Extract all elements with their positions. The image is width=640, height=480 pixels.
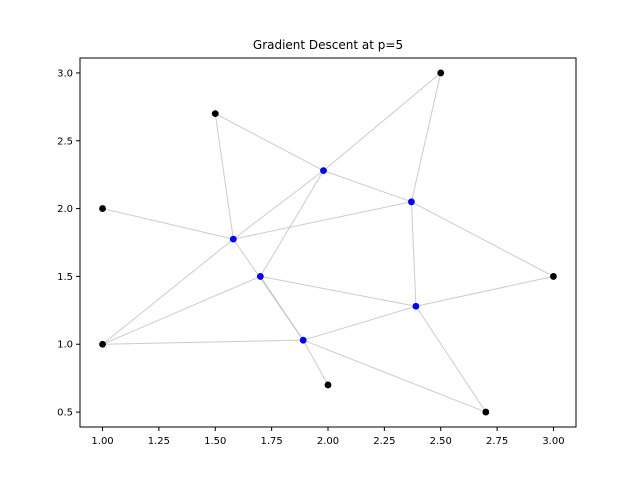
edge-line-18 — [415, 305, 487, 413]
edge-line-1 — [214, 113, 234, 240]
edge-line-14 — [410, 72, 442, 202]
y-axis: 0.5 1.0 1.5 2.0 2.5 3.0 — [57, 68, 80, 419]
y-tick-label: 0.5 — [57, 408, 73, 419]
y-tick-label: 2.5 — [57, 136, 73, 147]
data-point-0-4 — [550, 273, 557, 280]
y-tick-label: 1.0 — [57, 340, 73, 351]
edge-line-10 — [259, 276, 304, 341]
x-tick-label: 2.25 — [373, 436, 395, 447]
edge-line-13 — [323, 170, 412, 203]
edge-line-12 — [323, 72, 442, 171]
x-tick-label: 1.00 — [91, 436, 113, 447]
edge-line-20 — [303, 339, 487, 413]
edges-layer — [102, 72, 554, 413]
x-tick-label: 2.50 — [430, 436, 452, 447]
edge-line-5 — [102, 339, 304, 345]
data-point-0-5 — [482, 408, 490, 416]
data-point-0-1 — [99, 205, 106, 212]
data-point-1-1 — [256, 273, 264, 280]
data-point-1-5 — [299, 336, 307, 344]
data-point-0-0 — [99, 340, 106, 348]
x-axis: 1.00 1.25 1.50 1.75 2.00 2.25 2.50 2.75 3.00 — [91, 427, 565, 447]
data-point-1-2 — [320, 167, 327, 174]
x-tick-label: 1.25 — [148, 436, 170, 447]
edge-line-6 — [233, 170, 324, 240]
edge-line-21 — [302, 339, 329, 386]
y-tick-label: 3.0 — [57, 68, 73, 79]
edge-line-0 — [102, 208, 234, 240]
y-tick-label: 1.5 — [57, 272, 73, 283]
data-point-1-0 — [229, 235, 237, 243]
x-tick-label: 2.00 — [317, 436, 339, 447]
edge-line-19 — [303, 305, 417, 341]
edge-line-3 — [102, 238, 234, 345]
edge-line-16 — [410, 201, 417, 307]
data-point-0-3 — [437, 69, 445, 77]
y-tick-label: 2.0 — [57, 204, 73, 215]
data-point-0-6 — [324, 381, 332, 389]
x-tick-label: 3.00 — [542, 436, 564, 447]
edge-line-2 — [215, 113, 324, 172]
edge-line-7 — [233, 201, 412, 240]
x-tick-label: 1.75 — [261, 436, 283, 447]
edge-line-9 — [259, 170, 324, 277]
data-point-0-2 — [211, 110, 219, 118]
chart-title: Gradient Descent at p=5 — [253, 38, 403, 52]
edge-line-17 — [415, 275, 554, 307]
points-layer — [99, 69, 557, 416]
plot-frame — [79, 57, 577, 428]
edge-line-4 — [102, 275, 261, 345]
data-point-1-3 — [408, 198, 415, 206]
edge-line-15 — [411, 201, 554, 277]
x-tick-label: 1.50 — [204, 436, 226, 447]
data-point-1-4 — [412, 302, 420, 310]
x-tick-label: 2.75 — [486, 436, 508, 447]
edge-line-11 — [260, 275, 417, 307]
